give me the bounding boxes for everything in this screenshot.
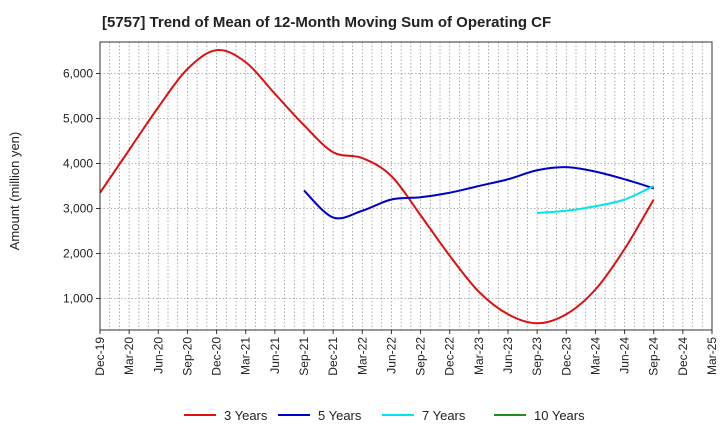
chart-title: [5757] Trend of Mean of 12-Month Moving … [102, 14, 551, 31]
legend-label-7-years: 7 Years [422, 408, 466, 423]
x-tick-label: Dec-24 [676, 337, 690, 376]
plot-background [100, 42, 712, 330]
x-tick-label: Jun-23 [501, 337, 515, 374]
legend: 3 Years 5 Years 7 Years 10 Years [184, 408, 585, 423]
plot-frame [99, 41, 713, 331]
legend-label-5-years: 5 Years [318, 408, 362, 423]
x-tick-label: Mar-20 [122, 337, 136, 375]
y-tick-label: 2,000 [63, 247, 93, 261]
x-tick-label: Jun-24 [618, 337, 632, 374]
series-line-5-years [303, 166, 655, 220]
x-tick-label: Jun-21 [268, 337, 282, 374]
series-line-3-years [99, 48, 655, 325]
y-axis: 1,000 2,000 3,000 4,000 5,000 6,000 [63, 67, 100, 306]
x-axis: Dec-19 Mar-20 Jun-20 Sep-20 Dec-20 Mar-21 Jun-… [93, 330, 719, 376]
x-tick-label: Mar-23 [472, 337, 486, 375]
x-tick-label: Mar-25 [705, 337, 719, 375]
plot-area [100, 42, 712, 330]
x-tick-label: Jun-22 [384, 337, 398, 374]
x-tick-label: Sep-20 [180, 337, 194, 376]
plot-border [99, 41, 713, 331]
legend-label-3-years: 3 Years [224, 408, 268, 423]
y-tick-label: 6,000 [63, 67, 93, 81]
x-tick-label: Dec-22 [443, 337, 457, 376]
grid [100, 42, 712, 330]
x-tick-label: Sep-23 [530, 337, 544, 376]
y-tick-label: 4,000 [63, 157, 93, 171]
x-tick-label: Dec-21 [326, 337, 340, 376]
x-tick-label: Jun-20 [151, 337, 165, 374]
series-line-7-years [537, 185, 655, 214]
x-tick-label: Mar-24 [588, 337, 602, 375]
x-tick-label: Dec-23 [559, 337, 573, 376]
x-tick-label: Sep-21 [297, 337, 311, 376]
x-tick-label: Mar-22 [355, 337, 369, 375]
x-tick-label: Dec-20 [210, 337, 224, 376]
legend-label-10-years: 10 Years [534, 408, 585, 423]
y-axis-label: Amount (million yen) [7, 132, 22, 251]
y-tick-label: 5,000 [63, 112, 93, 126]
y-tick-label: 3,000 [63, 202, 93, 216]
x-tick-label: Mar-21 [239, 337, 253, 375]
series-layer [99, 48, 655, 325]
x-tick-label: Sep-22 [414, 337, 428, 376]
x-tick-label: Dec-19 [93, 337, 107, 376]
y-tick-label: 1,000 [63, 292, 93, 306]
x-tick-label: Sep-24 [647, 337, 661, 376]
